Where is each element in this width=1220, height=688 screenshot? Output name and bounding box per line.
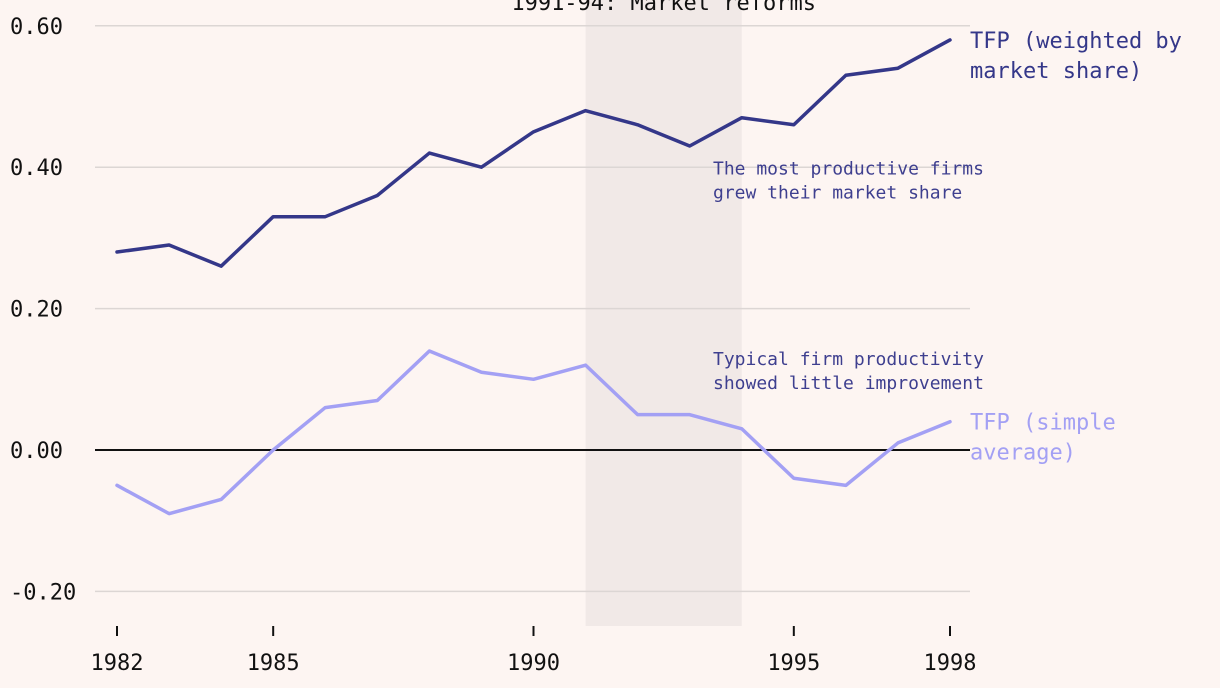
grid-lines <box>95 25 970 593</box>
y-tick-label: 0.00 <box>10 439 63 464</box>
shaded-band-label: 1991-94: Market reforms <box>511 0 816 16</box>
x-tick-label: 1990 <box>507 651 560 676</box>
line-simple-average-tfp <box>115 349 952 516</box>
annotation-text: The most productive firms grew their mark… <box>713 158 984 203</box>
line-weighted-tfp <box>115 38 952 268</box>
series-lines <box>115 38 952 516</box>
x-tick-label: 1985 <box>247 651 300 676</box>
x-tick-label: 1998 <box>924 651 977 676</box>
y-tick-label: 0.60 <box>10 15 63 40</box>
y-axis-ticks: 0.60 0.40 0.20 0.00 -0.20 <box>10 15 76 606</box>
x-tick-label: 1995 <box>767 651 820 676</box>
x-axis-ticks: 1982 1985 1990 1995 1998 <box>91 626 977 676</box>
label-simple-average-tfp: TFP (simple average) <box>970 411 1116 466</box>
shaded-band <box>585 0 742 626</box>
x-tick-label: 1982 <box>91 651 144 676</box>
y-tick-label: -0.20 <box>10 580 76 605</box>
series-labels: TFP (weighted by market share) TFP (simple… <box>970 29 1182 466</box>
y-tick-label: 0.40 <box>10 156 63 181</box>
annotation-text: Typical firm productivity showed little i… <box>713 349 984 394</box>
y-tick-label: 0.20 <box>10 298 63 323</box>
annotations: The most productive firms grew their mark… <box>713 158 984 394</box>
label-weighted-tfp: TFP (weighted by market share) <box>970 29 1182 84</box>
